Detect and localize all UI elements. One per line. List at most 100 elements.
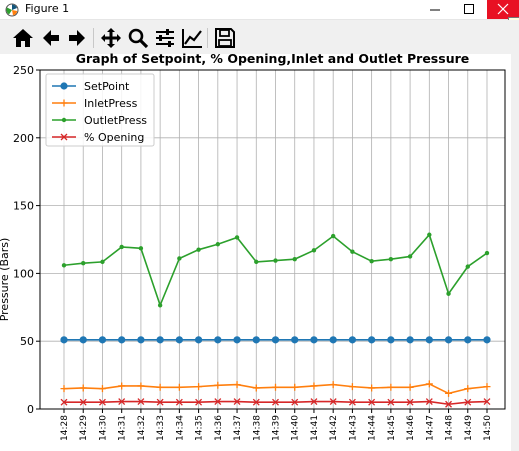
- data-point-1: [60, 385, 68, 393]
- data-point-0: [98, 336, 107, 344]
- zoom-icon: [128, 28, 149, 49]
- data-point-1: [425, 380, 433, 388]
- data-point-1: [329, 381, 337, 389]
- save-button[interactable]: [214, 27, 236, 49]
- data-point-2: [273, 258, 278, 263]
- data-point-0: [271, 336, 280, 344]
- window-title: Figure 1: [25, 2, 70, 15]
- chart-svg: Graph of Setpoint, % Opening,Inlet and O…: [0, 52, 506, 441]
- data-point-2: [484, 250, 490, 256]
- data-point-3: [310, 398, 318, 406]
- data-point-0: [310, 336, 318, 344]
- floppy-disk-icon: [215, 28, 235, 48]
- data-point-2: [234, 235, 240, 240]
- x-tick-label: 14:33: [156, 415, 166, 441]
- x-tick-label: 14:38: [252, 415, 262, 441]
- legend-box: [45, 73, 155, 147]
- legend-label: OutletPress: [84, 114, 147, 127]
- x-tick-label: 14:48: [445, 415, 455, 441]
- data-point-2: [81, 261, 86, 266]
- legend-label: % Opening: [84, 131, 144, 144]
- y-tick-label: 100: [13, 267, 34, 280]
- data-point-1: [445, 389, 453, 397]
- data-point-3: [291, 398, 299, 406]
- data-point-3: [483, 398, 491, 406]
- arrow-right-icon: [69, 30, 85, 46]
- data-point-3: [214, 398, 222, 406]
- data-point-3: [175, 398, 183, 406]
- data-point-0: [233, 336, 241, 344]
- close-button[interactable]: [487, 0, 519, 19]
- data-point-2: [369, 258, 374, 264]
- data-point-3: [425, 398, 433, 406]
- data-point-1: [348, 383, 356, 391]
- window-edge: [511, 52, 519, 451]
- forward-button[interactable]: [66, 27, 88, 49]
- data-point-2: [311, 248, 317, 253]
- data-point-3: [118, 398, 126, 406]
- data-point-1: [156, 383, 164, 391]
- data-point-3: [156, 398, 164, 406]
- data-point-3: [445, 400, 453, 408]
- data-point-1: [98, 385, 106, 393]
- edit-axis-button[interactable]: [181, 27, 203, 49]
- legend-label: InletPress: [84, 97, 138, 110]
- x-tick-label: 14:28: [60, 415, 70, 441]
- data-point-3: [60, 398, 68, 406]
- x-tick-label: 14:41: [310, 415, 320, 441]
- data-point-0: [291, 336, 299, 344]
- data-point-0: [464, 336, 472, 344]
- zoom-button[interactable]: [127, 27, 149, 49]
- data-point-1: [406, 383, 414, 391]
- data-point-1: [137, 382, 145, 390]
- x-tick-label: 14:35: [195, 415, 205, 441]
- data-point-3: [368, 398, 376, 406]
- back-button[interactable]: [40, 27, 62, 49]
- minimize-button[interactable]: [418, 0, 452, 19]
- x-tick-label: 14:34: [175, 415, 185, 441]
- data-point-2: [119, 244, 124, 250]
- data-point-1: [464, 385, 472, 393]
- data-point-3: [79, 398, 87, 406]
- data-point-3: [252, 398, 260, 406]
- data-point-2: [196, 247, 201, 252]
- pan-button[interactable]: [100, 27, 122, 49]
- arrow-left-icon: [43, 30, 59, 46]
- data-point-0: [79, 336, 87, 344]
- home-icon: [13, 29, 33, 47]
- data-point-0: [194, 336, 203, 344]
- x-tick-label: 14:31: [118, 415, 128, 441]
- data-point-3: [387, 398, 395, 406]
- data-point-1: [233, 381, 241, 389]
- x-tick-label: 14:44: [368, 415, 378, 441]
- x-tick-label: 14:50: [483, 415, 493, 441]
- y-axis-label: Pressure (Bars): [0, 238, 11, 322]
- data-point-0: [214, 336, 222, 344]
- home-button[interactable]: [12, 27, 34, 49]
- data-point-1: [291, 383, 299, 391]
- x-tick-label: 14:32: [137, 415, 147, 441]
- data-point-2: [388, 256, 394, 262]
- data-point-3: [329, 398, 337, 406]
- data-point-0: [156, 336, 164, 344]
- x-tick-label: 14:42: [329, 415, 339, 441]
- x-tick-label: 14:43: [348, 415, 358, 441]
- navigation-toolbar: [0, 20, 519, 54]
- data-point-3: [348, 398, 356, 406]
- data-point-1: [310, 382, 318, 390]
- configure-subplots-button[interactable]: [154, 27, 176, 49]
- data-point-3: [272, 398, 279, 406]
- data-point-2: [350, 249, 355, 254]
- data-point-1: [175, 383, 183, 391]
- data-point-0: [252, 336, 260, 344]
- data-point-3: [195, 398, 203, 406]
- matplotlib-icon: [5, 3, 19, 17]
- data-point-1: [483, 383, 491, 391]
- data-point-0: [60, 336, 68, 344]
- data-point-1: [214, 381, 222, 389]
- data-point-0: [329, 336, 337, 344]
- figure-canvas[interactable]: Graph of Setpoint, % Opening,Inlet and O…: [0, 52, 519, 451]
- data-point-1: [272, 383, 279, 391]
- data-point-0: [483, 336, 491, 344]
- maximize-button[interactable]: [452, 0, 486, 19]
